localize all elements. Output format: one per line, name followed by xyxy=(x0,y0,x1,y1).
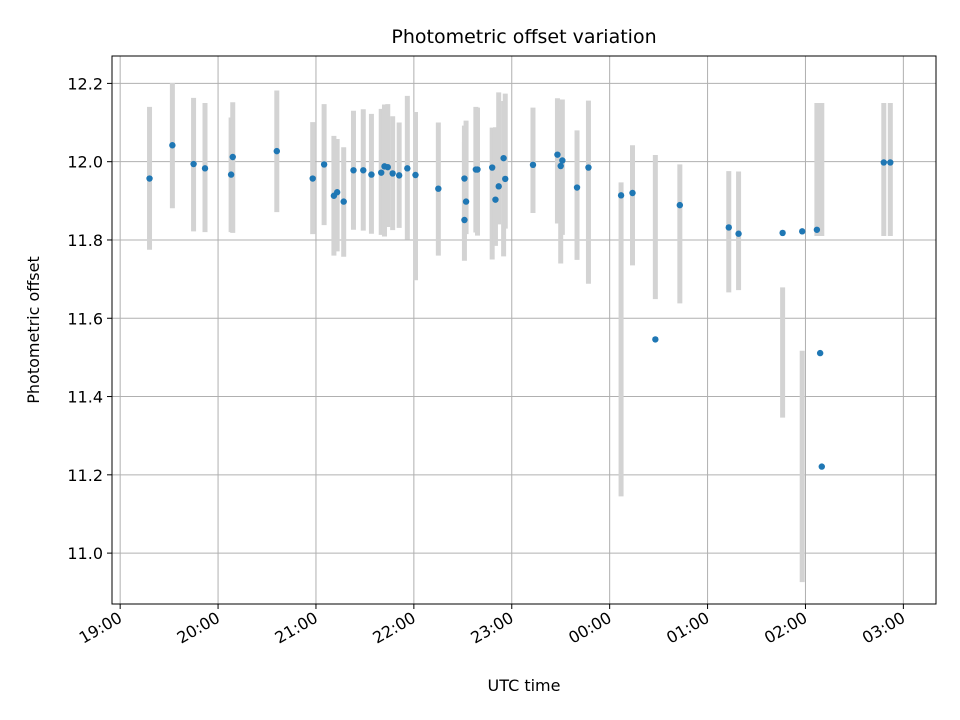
data-point xyxy=(309,175,316,182)
data-point xyxy=(474,166,481,173)
data-point xyxy=(492,196,499,203)
data-point xyxy=(652,336,659,343)
grid xyxy=(112,56,936,604)
data-point xyxy=(500,154,507,162)
data-point xyxy=(816,349,824,357)
y-tick-label: 11.0 xyxy=(67,544,103,563)
data-point xyxy=(320,161,328,168)
data-point xyxy=(201,165,209,172)
data-point xyxy=(573,184,581,191)
data-point xyxy=(333,189,341,196)
data-point xyxy=(887,159,894,166)
x-axis-title: UTC time xyxy=(488,676,561,695)
data-point xyxy=(462,198,470,205)
data-point xyxy=(488,164,496,171)
data-point xyxy=(725,224,732,231)
data-point xyxy=(229,153,236,161)
data-point xyxy=(169,142,176,149)
data-point xyxy=(404,165,411,172)
data-point xyxy=(395,172,403,179)
data-point xyxy=(378,169,385,176)
data-point xyxy=(818,463,825,470)
data-point xyxy=(559,157,566,164)
data-point xyxy=(190,160,197,168)
y-tick-label: 11.2 xyxy=(67,466,103,485)
data-point xyxy=(384,163,391,171)
y-tick-label: 12.0 xyxy=(67,153,103,172)
data-point xyxy=(368,171,375,178)
data-point xyxy=(557,162,564,170)
data-point xyxy=(502,175,509,183)
plot-frame xyxy=(111,55,937,605)
data-point xyxy=(779,229,786,237)
data-point xyxy=(227,171,235,178)
data-point xyxy=(735,230,742,237)
data-point xyxy=(461,216,468,224)
data-point xyxy=(880,159,887,166)
y-tick-label: 11.8 xyxy=(67,231,103,250)
y-tick-label: 11.4 xyxy=(67,388,103,407)
data-point xyxy=(585,164,592,171)
y-axis-title: Photometric offset xyxy=(24,256,43,404)
data-point xyxy=(799,228,806,235)
y-tick-label: 11.6 xyxy=(67,309,103,328)
y-tick-label: 12.2 xyxy=(67,74,103,93)
data-point xyxy=(412,171,419,179)
data-point xyxy=(554,151,561,158)
y-axis: 11.0 11.2 11.4 11.6 11.8 12.0 12.2 xyxy=(67,74,112,563)
data-point xyxy=(273,147,280,155)
data-point xyxy=(435,185,442,192)
data-point xyxy=(617,192,625,199)
data-point xyxy=(813,226,821,233)
data-point xyxy=(629,189,636,197)
data-point xyxy=(529,161,537,169)
chart-title: Photometric offset variation xyxy=(391,26,656,48)
data-point xyxy=(340,198,347,205)
data-point xyxy=(389,170,396,177)
data-point xyxy=(676,201,684,209)
data-point xyxy=(146,175,153,182)
data-point xyxy=(495,183,502,190)
data-points xyxy=(146,142,894,470)
data-point xyxy=(360,167,367,174)
data-point xyxy=(461,175,468,182)
data-point xyxy=(350,167,357,174)
